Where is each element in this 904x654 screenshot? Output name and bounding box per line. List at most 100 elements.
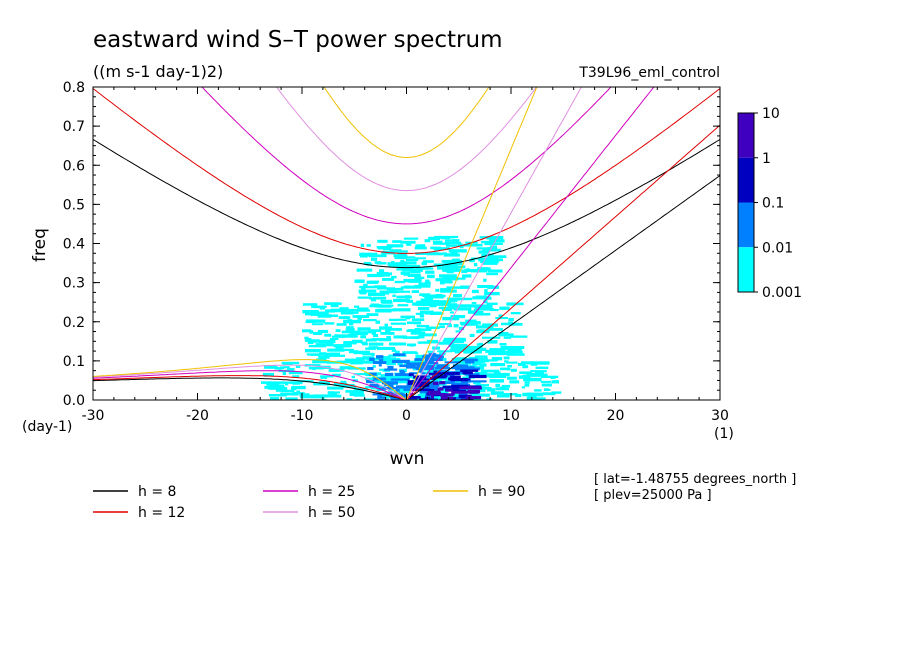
power-cell — [441, 236, 451, 240]
power-cell — [460, 369, 479, 372]
power-cell — [422, 267, 432, 270]
power-cell — [488, 352, 496, 356]
power-cell — [429, 372, 442, 375]
ig-curve-h90 — [323, 87, 490, 159]
power-cell — [363, 319, 377, 322]
power-cell — [390, 378, 410, 381]
power-cell — [487, 247, 491, 250]
power-cell — [506, 361, 518, 364]
power-cell — [343, 319, 361, 324]
power-cell — [378, 359, 384, 362]
power-cell — [337, 360, 354, 364]
power-cell — [386, 287, 404, 291]
power-cell — [350, 391, 364, 395]
power-cell — [424, 239, 431, 243]
power-cell — [350, 330, 361, 334]
power-cell — [447, 324, 452, 328]
power-cell — [447, 304, 455, 308]
info-plev: [ plev=25000 Pa ] — [594, 488, 712, 503]
power-cell — [340, 380, 347, 383]
power-cell — [508, 317, 514, 322]
power-cell — [401, 376, 410, 379]
power-cell — [482, 261, 498, 265]
power-cell — [410, 362, 429, 366]
power-cell — [489, 379, 504, 383]
axes: -30 -20 -10 0 10 20 30 0.0 0.1 0.2 0.3 0.4 0.5 0.6 0.7… — [63, 80, 729, 424]
power-cell — [462, 274, 472, 278]
power-cell — [304, 338, 310, 342]
info-lat: [ lat=-1.48755 degrees_north ] — [594, 472, 796, 487]
power-cell — [503, 393, 518, 396]
power-cell — [375, 385, 386, 389]
power-cell — [501, 384, 511, 388]
power-cell — [410, 268, 423, 272]
power-cell — [423, 260, 434, 263]
power-cell — [439, 352, 446, 356]
power-cell — [369, 297, 386, 300]
chart-title: eastward wind S–T power spectrum — [93, 27, 503, 53]
power-cell — [332, 373, 341, 377]
power-cell — [400, 259, 405, 263]
power-cell — [379, 273, 391, 277]
power-cell — [457, 337, 466, 340]
power-cell — [360, 243, 365, 247]
power-cell — [482, 323, 496, 326]
power-cell — [465, 347, 479, 350]
power-cell — [408, 279, 421, 283]
x-tick-label: -10 — [291, 408, 314, 424]
power-cell — [451, 239, 460, 243]
power-cell — [434, 300, 446, 304]
power-cell — [389, 318, 399, 321]
power-cell — [313, 383, 330, 386]
power-cell — [490, 363, 506, 367]
power-cell — [449, 375, 461, 379]
power-cell — [371, 386, 378, 390]
power-cell — [441, 260, 453, 263]
power-cell — [435, 370, 450, 373]
power-cell — [426, 252, 444, 256]
power-cell — [391, 359, 410, 364]
power-cell — [428, 389, 435, 392]
power-cell — [327, 314, 339, 317]
power-cell — [351, 375, 355, 379]
power-cell — [405, 258, 419, 261]
power-cell — [417, 335, 425, 339]
power-cell — [404, 362, 408, 366]
power-cell — [358, 360, 378, 364]
power-cell — [398, 252, 402, 256]
power-cell — [458, 326, 465, 331]
power-cell — [368, 280, 380, 283]
power-cell — [327, 386, 344, 390]
power-cell — [407, 396, 421, 399]
power-cell — [467, 378, 471, 381]
power-cell — [416, 300, 433, 304]
power-cell — [341, 330, 351, 334]
power-cell — [400, 371, 406, 374]
power-cell — [409, 393, 414, 396]
power-cell — [428, 296, 444, 299]
power-cell — [473, 263, 478, 267]
power-cell — [389, 342, 407, 346]
power-cell — [460, 244, 474, 247]
power-cell — [507, 376, 517, 380]
power-cell — [407, 285, 422, 289]
power-cell — [463, 350, 482, 354]
power-cell — [427, 393, 446, 396]
power-cell — [450, 378, 468, 382]
power-cell — [372, 361, 387, 364]
power-cell — [540, 375, 559, 378]
kelvin-curve-h50 — [406, 87, 582, 400]
power-cell — [471, 257, 489, 260]
kelvin-curve-h8 — [406, 175, 720, 400]
power-cell — [312, 360, 330, 364]
power-cell — [372, 365, 376, 368]
power-cell — [438, 306, 454, 310]
power-cell — [499, 343, 507, 346]
power-cell — [437, 373, 455, 377]
power-cell — [388, 389, 394, 392]
power-cell — [367, 273, 382, 278]
power-cell — [479, 342, 484, 346]
power-cell — [460, 399, 470, 400]
power-cell — [440, 396, 454, 400]
power-cell — [444, 361, 461, 364]
